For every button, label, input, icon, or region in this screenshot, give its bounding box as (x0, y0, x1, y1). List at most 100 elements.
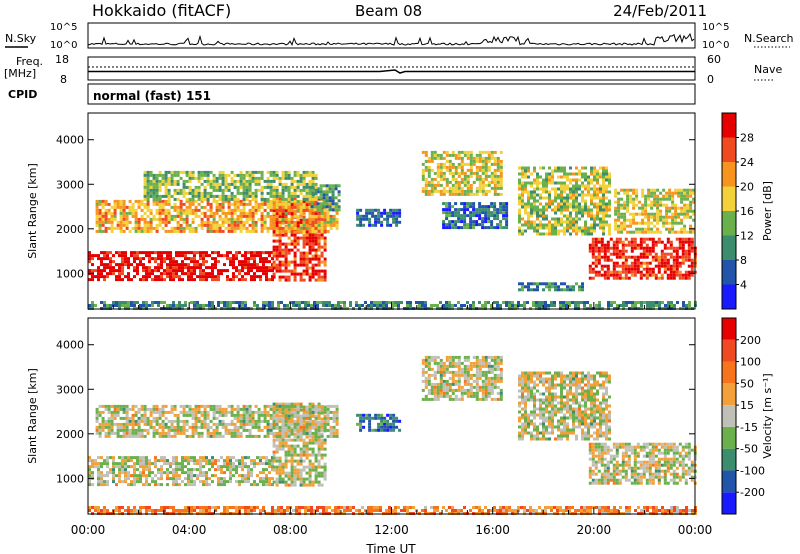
heatmap-cell (630, 237, 634, 241)
heatmap-cell (278, 278, 282, 282)
heatmap-cell (215, 185, 219, 189)
heatmap-cell (302, 453, 306, 457)
heatmap-cell (217, 459, 220, 463)
heatmap-cell (448, 226, 452, 230)
heatmap-cell (518, 214, 521, 218)
heatmap-cell (659, 212, 663, 216)
heatmap-cell (265, 474, 268, 478)
heatmap-cell (169, 275, 172, 279)
heatmap-cell (314, 214, 318, 218)
heatmap-cell (194, 208, 198, 212)
heatmap-cell (262, 272, 265, 276)
heatmap-cell (460, 208, 464, 212)
heatmap-cell (157, 257, 160, 261)
heatmap-cell (304, 301, 307, 304)
heatmap-cell (593, 187, 596, 191)
heatmap-cell (308, 211, 312, 215)
heatmap-cell (142, 278, 145, 282)
heatmap-cell (326, 208, 330, 212)
heatmap-cell (653, 224, 657, 228)
heatmap-cell (566, 175, 569, 179)
heatmap-cell (197, 197, 201, 201)
heatmap-cell (296, 477, 300, 481)
heatmap-cell (158, 188, 162, 192)
heatmap-cell (299, 173, 303, 177)
heatmap-cell (623, 206, 627, 210)
heatmap-cell (305, 260, 309, 264)
heatmap-cell (116, 413, 120, 417)
heatmap-cell (689, 215, 693, 219)
heatmap-cell (139, 480, 142, 484)
heatmap-cell (278, 269, 282, 273)
heatmap-cell (590, 223, 593, 227)
heatmap-cell (308, 266, 312, 270)
heatmap-cell (175, 304, 178, 307)
heatmap-cell (311, 176, 315, 180)
heatmap-cell (320, 483, 324, 487)
heatmap-cell (296, 462, 300, 466)
heatmap-cell (642, 255, 646, 259)
heatmap-cell (305, 266, 309, 270)
heatmap-cell (248, 182, 252, 186)
heatmap-cell (584, 199, 587, 203)
heatmap-cell (128, 205, 132, 209)
heatmap-cell (524, 229, 527, 233)
heatmap-cell (133, 456, 136, 460)
heatmap-cell (101, 223, 105, 227)
heatmap-cell (588, 276, 592, 280)
heatmap-cell (635, 203, 639, 207)
heatmap-cell (101, 410, 105, 414)
heatmap-cell (95, 220, 99, 224)
heatmap-cell (581, 172, 584, 176)
heatmap-cell (164, 194, 168, 198)
heatmap-cell (290, 483, 294, 487)
heatmap-cell (323, 272, 327, 276)
heatmap-cell (272, 203, 276, 207)
heatmap-cell (581, 190, 584, 194)
heatmap-cell (566, 184, 569, 188)
heatmap-cell (232, 474, 235, 478)
heatmap-cell (206, 214, 210, 218)
heatmap-cell (308, 233, 312, 237)
heatmap-cell (518, 282, 521, 286)
heatmap-cell (454, 153, 458, 157)
heatmap-cell (166, 269, 169, 273)
heatmap-cell (140, 199, 144, 203)
heatmap-cell (106, 474, 109, 478)
heatmap-cell (536, 285, 539, 289)
heatmap-cell (448, 214, 452, 218)
heatmap-cell (227, 205, 231, 209)
heatmap-cell (103, 251, 106, 255)
heatmap-cell (128, 199, 132, 203)
heatmap-cell (160, 251, 163, 255)
heatmap-cell (139, 304, 142, 307)
heatmap-cell (293, 205, 297, 209)
heatmap-cell (626, 224, 630, 228)
heatmap-cell (284, 471, 288, 475)
heatmap-cell (101, 416, 105, 420)
heatmap-cell (172, 266, 175, 270)
heatmap-cell (325, 196, 329, 200)
heatmap-cell (212, 217, 216, 221)
heatmap-cell (229, 459, 232, 463)
heatmap-cell (328, 199, 332, 203)
heatmap-cell (539, 282, 542, 286)
heatmap-cell (100, 257, 103, 261)
heatmap-cell (127, 465, 130, 469)
heatmap-cell (481, 180, 485, 184)
heatmap-cell (560, 211, 563, 215)
heatmap-cell (521, 181, 524, 185)
heatmap-cell (236, 226, 240, 230)
heatmap-cell (212, 223, 216, 227)
heatmap-cell (145, 266, 148, 270)
heatmap-cell (293, 263, 297, 267)
heatmap-cell (233, 185, 237, 189)
heatmap-cell (118, 456, 121, 460)
heatmap-cell (235, 301, 238, 304)
heatmap-cell (241, 465, 244, 469)
heatmap-cell (110, 223, 114, 227)
heatmap-cell (560, 282, 563, 286)
heatmap-cell (193, 459, 196, 463)
heatmap-cell (681, 252, 685, 256)
heatmap-cell (299, 223, 303, 227)
